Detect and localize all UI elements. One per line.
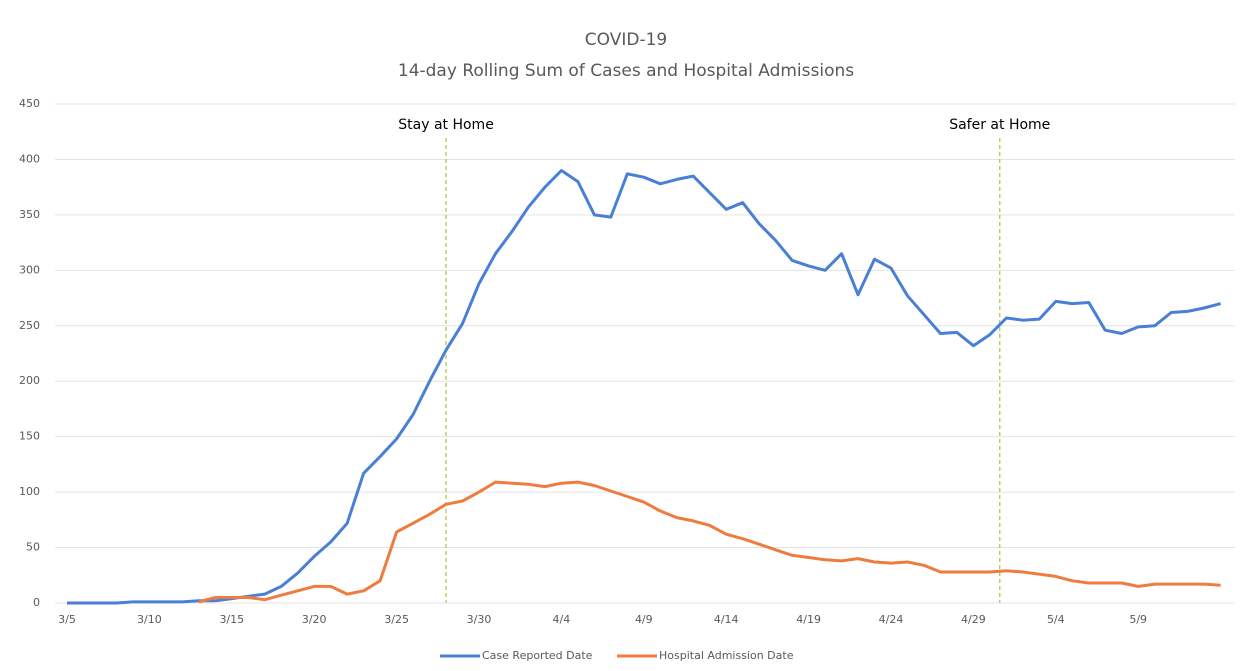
legend-label: Hospital Admission Date <box>659 649 794 662</box>
x-tick-label: 4/9 <box>635 613 653 626</box>
x-tick-label: 5/4 <box>1047 613 1065 626</box>
x-tick-label: 4/4 <box>553 613 571 626</box>
chart-title: COVID-19 <box>585 30 667 50</box>
y-tick-label: 250 <box>19 319 40 332</box>
series-line <box>198 480 1221 604</box>
x-tick-label: 4/29 <box>961 613 986 626</box>
y-tick-label: 50 <box>26 541 40 554</box>
x-tick-label: 5/9 <box>1129 613 1147 626</box>
annotation-label: Stay at Home <box>398 117 494 133</box>
y-tick-label: 450 <box>19 97 40 110</box>
x-tick-label: 4/24 <box>879 613 904 626</box>
legend-label: Case Reported Date <box>482 649 593 662</box>
x-tick-label: 3/5 <box>58 613 76 626</box>
x-tick-label: 3/20 <box>302 613 327 626</box>
annotation-label: Safer at Home <box>949 117 1050 133</box>
y-tick-label: 300 <box>19 263 40 276</box>
x-tick-label: 4/19 <box>796 613 821 626</box>
y-tick-label: 0 <box>33 596 40 609</box>
x-tick-label: 4/14 <box>714 613 739 626</box>
y-tick-label: 100 <box>19 485 40 498</box>
x-tick-label: 3/25 <box>384 613 409 626</box>
y-tick-label: 350 <box>19 208 40 221</box>
x-tick-label: 3/10 <box>137 613 162 626</box>
y-tick-label: 400 <box>19 152 40 165</box>
x-tick-label: 3/15 <box>219 613 244 626</box>
chart-subtitle: 14-day Rolling Sum of Cases and Hospital… <box>398 61 854 81</box>
y-tick-label: 200 <box>19 374 40 387</box>
y-tick-label: 150 <box>19 430 40 443</box>
x-tick-label: 3/30 <box>467 613 492 626</box>
series-line <box>67 169 1221 605</box>
